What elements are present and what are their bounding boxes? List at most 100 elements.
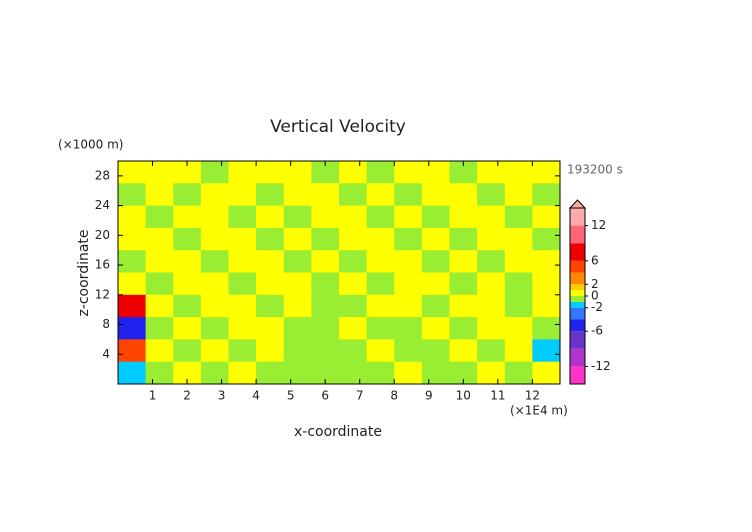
contour-cell	[421, 361, 450, 385]
contour-cell	[311, 250, 340, 273]
contour-cell	[394, 339, 423, 363]
contour-cell	[339, 183, 368, 207]
contour-cell	[366, 161, 395, 184]
colorbar-band	[570, 296, 585, 302]
x-unit: (×1E4 m)	[510, 404, 568, 418]
contour-cell	[145, 161, 174, 184]
contour-cell	[283, 339, 312, 363]
contour-cell	[173, 339, 202, 363]
contour-cell	[228, 317, 257, 340]
contour-cell	[366, 361, 395, 385]
contour-cell	[311, 361, 340, 385]
contour-cell	[145, 250, 174, 273]
contour-cell	[504, 227, 533, 251]
contour-cell	[118, 183, 147, 207]
y-axis-label: z-coordinate	[76, 229, 92, 316]
contour-cell	[421, 205, 450, 229]
contour-cell	[504, 183, 533, 207]
contour-cell	[477, 205, 506, 229]
contour-cell	[366, 250, 395, 273]
contour-cell	[118, 161, 147, 184]
contour-cell	[394, 183, 423, 207]
x-axis-label: x-coordinate	[294, 424, 382, 440]
contour-cell	[449, 294, 478, 318]
contour-cell	[283, 183, 312, 207]
x-tick-label: 6	[321, 389, 329, 403]
contour-cell	[256, 294, 285, 318]
contour-cell	[283, 317, 312, 340]
x-tick-label: 5	[287, 389, 295, 403]
contour-cell	[173, 317, 202, 340]
contour-cell	[145, 317, 174, 340]
contour-cell	[256, 227, 285, 251]
colorbar-band	[570, 301, 585, 308]
contour-cell	[532, 272, 561, 296]
colorbar-tick-label: -6	[591, 324, 603, 338]
contour-cell	[449, 183, 478, 207]
contour-cell	[228, 294, 257, 318]
contour-cell	[449, 205, 478, 229]
contour-cell	[366, 272, 395, 296]
contour-cell	[339, 272, 368, 296]
y-tick-label: 20	[95, 228, 110, 242]
contour-cell	[477, 339, 506, 363]
contour-cell	[283, 294, 312, 318]
contour-cell	[504, 161, 533, 184]
contour-cell	[532, 183, 561, 207]
x-tick-label: 4	[252, 389, 260, 403]
contour-cell	[256, 317, 285, 340]
contour-cell	[477, 361, 506, 385]
colorbar-band	[570, 272, 585, 285]
contour-cell	[283, 227, 312, 251]
contour-cell	[118, 317, 147, 340]
contour-cell	[228, 161, 257, 184]
contour-cell	[449, 317, 478, 340]
contour-cell	[228, 339, 257, 363]
contour-cell	[532, 161, 561, 184]
contour-cell	[532, 339, 561, 363]
colorbar-band	[570, 331, 585, 349]
x-tick-label: 3	[218, 389, 226, 403]
contour-cell	[394, 272, 423, 296]
contour-cell	[339, 294, 368, 318]
contour-cell	[283, 250, 312, 273]
contour-cell	[311, 317, 340, 340]
y-unit: (×1000 m)	[58, 138, 123, 152]
contour-cell	[477, 250, 506, 273]
contour-cell	[339, 205, 368, 229]
contour-cell	[228, 227, 257, 251]
contour-cell	[339, 227, 368, 251]
contour-cell	[200, 250, 229, 273]
colorbar-tick-label: 2	[591, 277, 599, 291]
contour-cell	[421, 339, 450, 363]
contour-cell	[200, 205, 229, 229]
contour-cell	[173, 272, 202, 296]
x-tick-label: 12	[525, 389, 540, 403]
contour-cell	[532, 205, 561, 229]
contour-cell	[200, 272, 229, 296]
contour-cell	[366, 227, 395, 251]
contour-cell	[477, 227, 506, 251]
contour-cell	[256, 250, 285, 273]
colorbar-band	[570, 366, 585, 384]
y-tick-label: 16	[95, 258, 110, 272]
contour-cell	[228, 250, 257, 273]
contour-cell	[394, 205, 423, 229]
contour-cell	[504, 250, 533, 273]
contour-cell	[477, 183, 506, 207]
colorbar-band	[570, 290, 585, 296]
contour-cell	[118, 250, 147, 273]
contour-cell	[145, 183, 174, 207]
contour-cell	[118, 339, 147, 363]
contour-cell	[256, 205, 285, 229]
chart-title: Vertical Velocity	[270, 117, 406, 137]
contour-cell	[311, 161, 340, 184]
contour-cell	[477, 317, 506, 340]
contour-cell	[145, 361, 174, 385]
colorbar-band	[570, 208, 585, 226]
contour-cell	[118, 361, 147, 385]
contour-cell	[477, 161, 506, 184]
contour-cell	[504, 317, 533, 340]
x-tick-label: 11	[490, 389, 505, 403]
